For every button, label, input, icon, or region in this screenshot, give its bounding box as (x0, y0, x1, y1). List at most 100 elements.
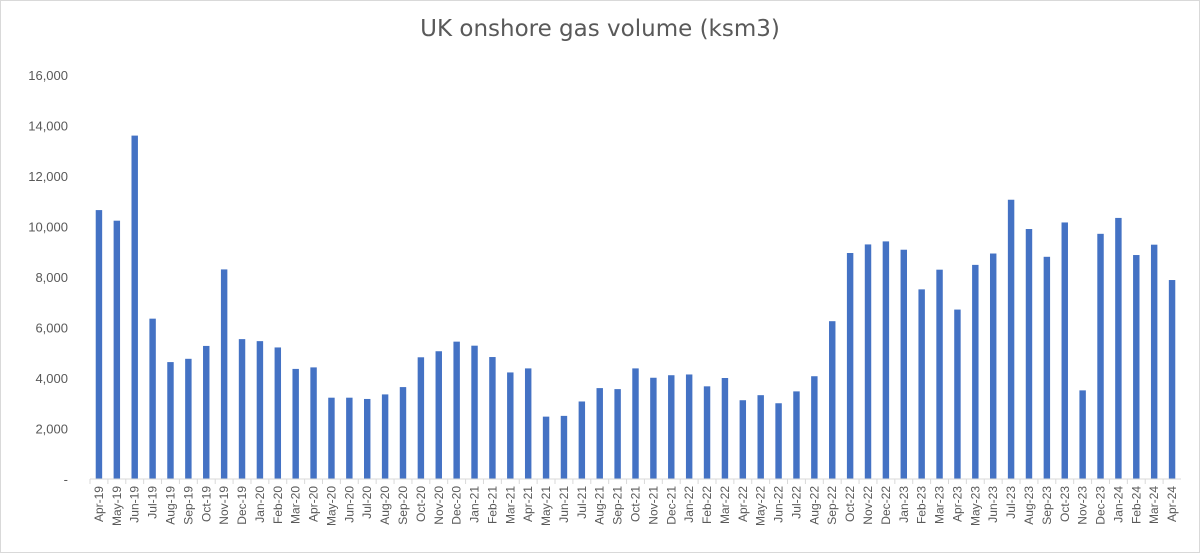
bar (703, 386, 711, 479)
bar (346, 397, 353, 479)
bar (918, 289, 925, 479)
bar (149, 318, 156, 479)
bar (596, 388, 603, 479)
y-axis: - 2,000 4,000 6,000 8,000 10,000 12,000 14,000 1… (28, 68, 68, 487)
x-tick-label: Mar-22 (718, 486, 732, 524)
x-tick-label: Aug-19 (163, 486, 177, 525)
bar (829, 321, 836, 479)
y-tick-label: - (64, 472, 68, 487)
x-tick-label: Apr-23 (950, 486, 964, 522)
bar (954, 309, 961, 479)
x-tick-label: Jun-22 (772, 486, 786, 523)
bar (185, 358, 192, 479)
x-tick-label: Nov-22 (861, 486, 875, 525)
x-tick-label: Aug-21 (593, 486, 607, 525)
x-tick-label: Nov-20 (432, 486, 446, 525)
bar (256, 341, 264, 479)
x-tick-label: Oct-21 (629, 486, 643, 522)
bar (811, 376, 818, 479)
bar (203, 345, 210, 479)
x-tick-label: Jun-23 (986, 486, 1000, 523)
bar (846, 253, 854, 479)
bar (1025, 229, 1033, 479)
bar (1133, 255, 1140, 479)
bar (864, 244, 872, 479)
x-tick-label: Oct-23 (1058, 486, 1072, 522)
x-tick-label: Oct-19 (199, 486, 213, 522)
x-tick-label: Jul-22 (789, 486, 803, 519)
bar (417, 357, 425, 479)
bar (328, 397, 335, 479)
bar (310, 367, 317, 479)
x-tick-label: Feb-21 (485, 486, 499, 524)
y-tick-label: 6,000 (35, 321, 68, 336)
bar-series (95, 135, 1176, 480)
bar (471, 345, 478, 479)
bar (739, 400, 747, 479)
x-tick-label: Jan-21 (468, 486, 482, 523)
bar (632, 368, 639, 479)
bar (972, 264, 979, 479)
bar (1115, 217, 1122, 480)
x-tick-label: Aug-23 (1022, 486, 1036, 525)
bar (1079, 390, 1086, 479)
x-tick-label: Mar-20 (289, 486, 303, 524)
x-tick-label: May-20 (324, 486, 338, 526)
x-tick-label: Nov-23 (1076, 486, 1090, 525)
bar (489, 357, 496, 479)
bar (721, 378, 729, 479)
x-tick-label: Jun-19 (128, 486, 142, 523)
bar (1043, 256, 1051, 479)
x-tick-label: Mar-24 (1147, 486, 1161, 524)
x-tick-label: Apr-24 (1165, 486, 1179, 522)
x-tick-label: Feb-22 (700, 486, 714, 524)
bar (364, 398, 371, 479)
x-tick-label: Dec-21 (664, 486, 678, 525)
bar (399, 387, 407, 479)
x-tick-label: Dec-22 (879, 486, 893, 525)
y-tick-label: 12,000 (28, 169, 68, 184)
x-tick-label: Sep-22 (825, 486, 839, 525)
x-tick-label: Aug-20 (378, 486, 392, 525)
x-tick-label: Dec-23 (1094, 486, 1108, 525)
bar (131, 135, 138, 479)
chart-title: UK onshore gas volume (ksm3) (420, 16, 780, 42)
x-tick-label: Nov-19 (217, 486, 231, 525)
x-tick-label: Sep-19 (181, 486, 195, 525)
bar (900, 249, 907, 479)
bar (668, 375, 675, 479)
x-axis: Apr-19 May-19 Jun-19 Jul-19 Aug-19 Sep-19 Oct-… (89, 479, 1179, 526)
bar (524, 368, 532, 479)
bar (614, 389, 621, 479)
x-tick-label: Dec-20 (450, 486, 464, 525)
x-tick-label: Feb-20 (271, 486, 285, 524)
bar (793, 391, 800, 479)
bar (578, 401, 586, 479)
x-tick-label: Jun-21 (557, 486, 571, 523)
y-tick-label: 16,000 (28, 68, 68, 83)
bar (274, 347, 282, 479)
x-tick-label: Jul-20 (360, 486, 374, 519)
x-tick-label: Jul-21 (575, 486, 589, 519)
x-tick-label: Jan-23 (897, 486, 911, 523)
bar (1061, 222, 1068, 479)
y-tick-label: 4,000 (35, 371, 68, 386)
x-tick-label: Jan-20 (253, 486, 267, 523)
bar (775, 403, 782, 479)
x-tick-label: Aug-22 (807, 486, 821, 525)
bar (238, 339, 246, 479)
x-tick-label: Feb-24 (1129, 486, 1143, 524)
x-tick-label: May-22 (754, 486, 768, 526)
bar (381, 394, 389, 479)
bar (1007, 199, 1015, 480)
x-tick-label: Jun-20 (342, 486, 356, 523)
x-tick-label: Jul-23 (1004, 486, 1018, 519)
bar (507, 372, 514, 479)
x-tick-label: Dec-19 (235, 486, 249, 525)
x-tick-label: Jan-24 (1111, 486, 1125, 523)
bar (936, 269, 943, 479)
x-tick-label: Apr-22 (736, 486, 750, 522)
x-tick-label: Oct-22 (843, 486, 857, 522)
bar (989, 253, 997, 479)
